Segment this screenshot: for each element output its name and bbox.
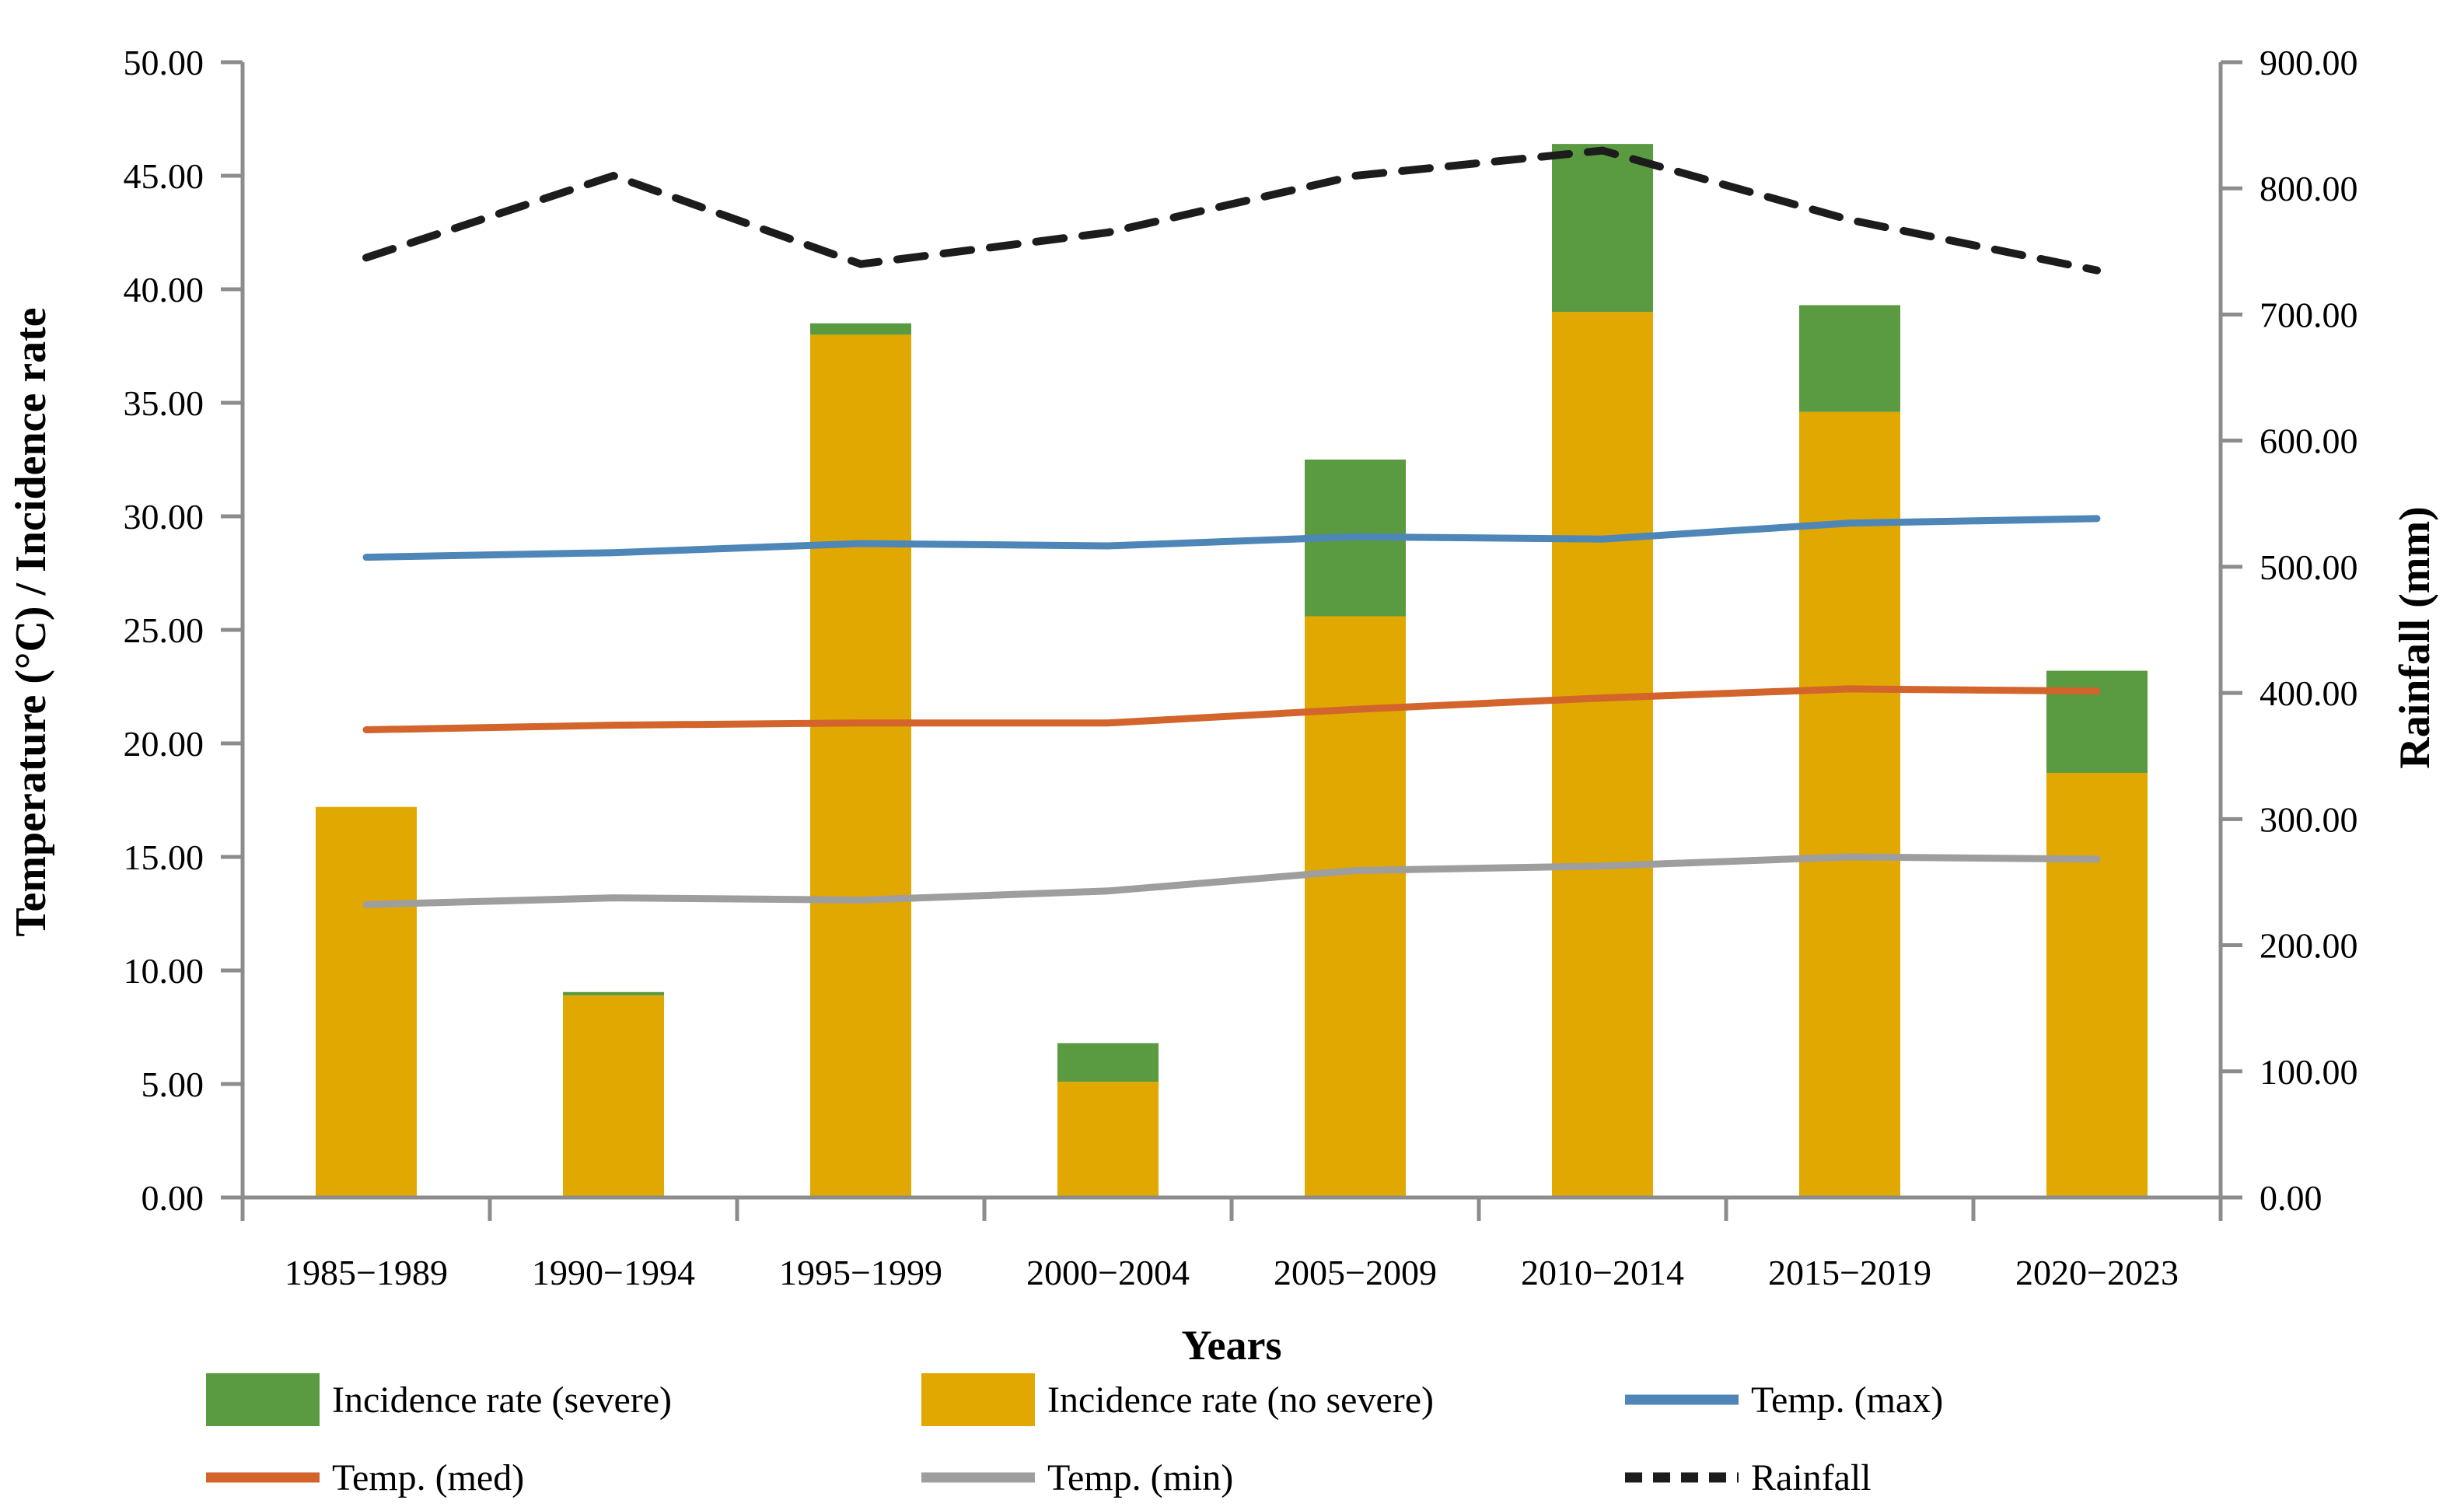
y-right-tick-label: 300.00: [2260, 799, 2358, 839]
bar-segment-no-severe-6: [1799, 411, 1900, 1198]
y-right-axis-title: Rainfall (mm): [2391, 506, 2439, 769]
x-tick-label: 1985−1989: [285, 1253, 448, 1292]
y-left-tick-label: 30.00: [124, 497, 204, 537]
y-left-tick-label: 5.00: [142, 1065, 204, 1104]
bar-segment-no-severe-5: [1552, 312, 1653, 1198]
legend-item-label: Incidence rate (severe): [332, 1379, 672, 1421]
y-left-tick-label: 50.00: [124, 43, 204, 82]
legend: Incidence rate (severe) Incidence rate (n…: [206, 1373, 1943, 1498]
bar-segment-no-severe-4: [1305, 616, 1406, 1198]
x-tick-label: 2005−2009: [1274, 1253, 1437, 1292]
legend-item-label: Temp. (med): [332, 1457, 524, 1498]
x-tick-label: 1990−1994: [532, 1253, 695, 1292]
x-tick-label: 2010−2014: [1521, 1253, 1684, 1292]
y-right-tick-label: 500.00: [2260, 547, 2358, 587]
bar-segment-no-severe-0: [316, 806, 417, 1198]
bar-segment-severe-3: [1057, 1043, 1159, 1082]
y-right-tick-label: 900.00: [2260, 43, 2358, 82]
bar-segment-severe-2: [810, 323, 911, 335]
legend-swatch-rect: [206, 1373, 320, 1426]
bar-segment-severe-6: [1799, 305, 1900, 412]
legend-item-label: Rainfall: [1751, 1457, 1872, 1498]
y-right-tick-label: 700.00: [2260, 295, 2358, 334]
bar-segment-severe-5: [1552, 144, 1653, 313]
lines-layer: [362, 146, 2101, 908]
bar-segment-no-severe-2: [810, 334, 911, 1198]
x-tick-label: 2015−2019: [1768, 1253, 1931, 1292]
y-right-tick-label: 100.00: [2260, 1052, 2358, 1092]
bars-layer: [316, 144, 2148, 1198]
y-right-tick-label: 600.00: [2260, 421, 2358, 461]
y-left-tick-label: 40.00: [124, 270, 204, 309]
line-temp-min: [362, 853, 2101, 908]
axes-layer: 0.00 5.00 10.00 15.00 20.00 25.00 30.00 35.00 40…: [124, 43, 2358, 1292]
y-right-tick-label: 200.00: [2260, 926, 2358, 966]
y-left-tick-label: 15.00: [124, 837, 204, 877]
y-left-axis-title: Temperature (°C) / Incidence rate: [7, 307, 55, 936]
legend-item-label: Temp. (min): [1047, 1457, 1233, 1498]
line-temp-med: [362, 685, 2101, 733]
bar-segment-severe-7: [2046, 670, 2148, 773]
y-left-tick-label: 25.00: [124, 610, 204, 650]
bar-segment-no-severe-7: [2046, 772, 2148, 1198]
y-left-tick-label: 20.00: [124, 724, 204, 764]
x-axis-title: Years: [1182, 1322, 1282, 1369]
bar-segment-severe-1: [563, 991, 664, 996]
legend-swatch-rect: [921, 1373, 1035, 1426]
y-left-tick-label: 0.00: [142, 1178, 204, 1218]
bar-segment-no-severe-1: [563, 995, 664, 1198]
y-left-tick-label: 45.00: [124, 156, 204, 196]
line-rainfall: [362, 146, 2101, 274]
line-temp-max: [362, 515, 2101, 561]
legend-item-label: Incidence rate (no severe): [1047, 1379, 1434, 1421]
y-right-tick-label: 0.00: [2260, 1178, 2322, 1218]
bar-segment-no-severe-3: [1057, 1082, 1159, 1198]
legend-item-label: Temp. (max): [1751, 1379, 1943, 1421]
y-left-tick-label: 10.00: [124, 951, 204, 991]
x-tick-label: 1995−1999: [779, 1253, 942, 1292]
y-right-tick-label: 800.00: [2260, 169, 2358, 208]
x-tick-label: 2000−2004: [1026, 1253, 1190, 1292]
x-tick-label: 2020−2023: [2015, 1253, 2179, 1292]
y-left-tick-label: 35.00: [124, 383, 204, 423]
y-right-tick-label: 400.00: [2260, 673, 2358, 713]
